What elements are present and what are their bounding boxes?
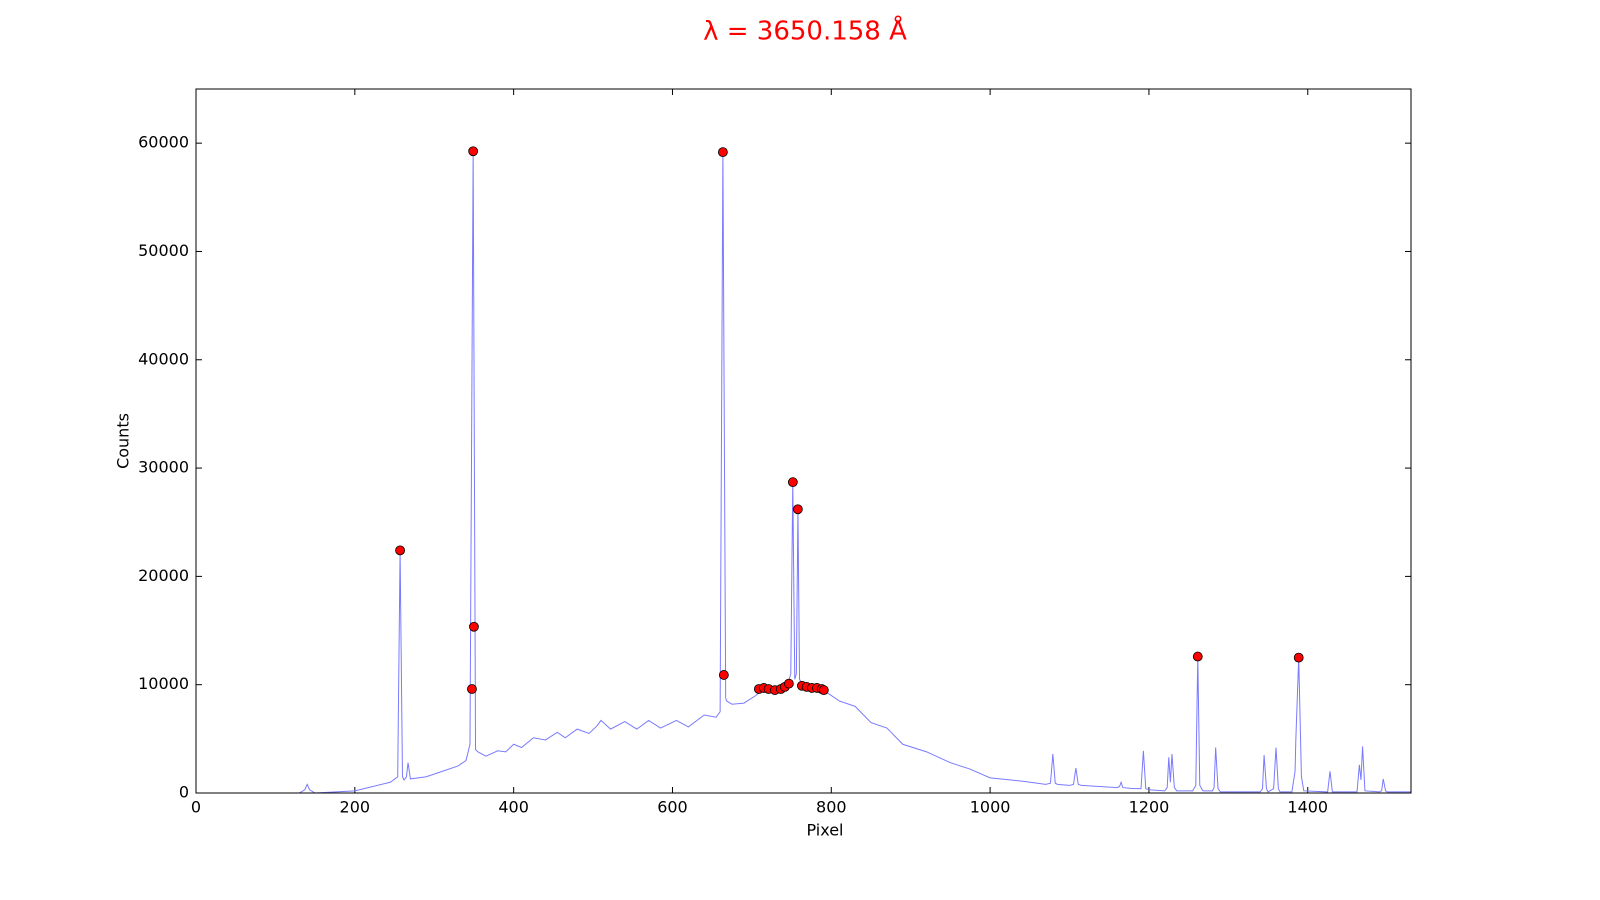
x-tick-label: 800 <box>816 798 847 817</box>
y-tick-label: 40000 <box>138 349 189 368</box>
peak-marker <box>1293 652 1304 663</box>
x-tick-label: 200 <box>340 798 371 817</box>
peak-marker <box>717 147 728 158</box>
y-tick-label: 0 <box>179 783 189 802</box>
x-tick-label: 400 <box>498 798 529 817</box>
x-tick-label: 600 <box>657 798 688 817</box>
y-tick-label: 30000 <box>138 458 189 477</box>
x-tick-label: 1000 <box>970 798 1011 817</box>
peak-marker <box>395 545 405 556</box>
x-tick-label: 0 <box>191 798 201 817</box>
peak-marker <box>787 477 798 488</box>
plot-frame <box>195 88 1412 794</box>
y-tick-label: 10000 <box>138 674 189 693</box>
peak-marker <box>783 678 794 689</box>
peak-marker <box>1192 651 1203 662</box>
peak-marker <box>468 146 479 157</box>
x-tick-label: 1400 <box>1287 798 1328 817</box>
x-tick-label: 1200 <box>1129 798 1170 817</box>
peak-marker <box>718 670 729 680</box>
y-tick-label: 20000 <box>138 566 189 585</box>
y-tick-label: 50000 <box>138 241 189 260</box>
x-axis-label: Pixel <box>806 821 843 840</box>
y-tick-label: 60000 <box>138 133 189 152</box>
y-axis-label: Counts <box>114 413 133 469</box>
peak-marker <box>792 504 803 515</box>
spectrum-line <box>196 151 1411 794</box>
chart-title: λ = 3650.158 Å <box>703 15 907 47</box>
peak-marker <box>818 685 829 696</box>
peak-marker <box>469 621 479 632</box>
peak-marker <box>467 684 477 694</box>
